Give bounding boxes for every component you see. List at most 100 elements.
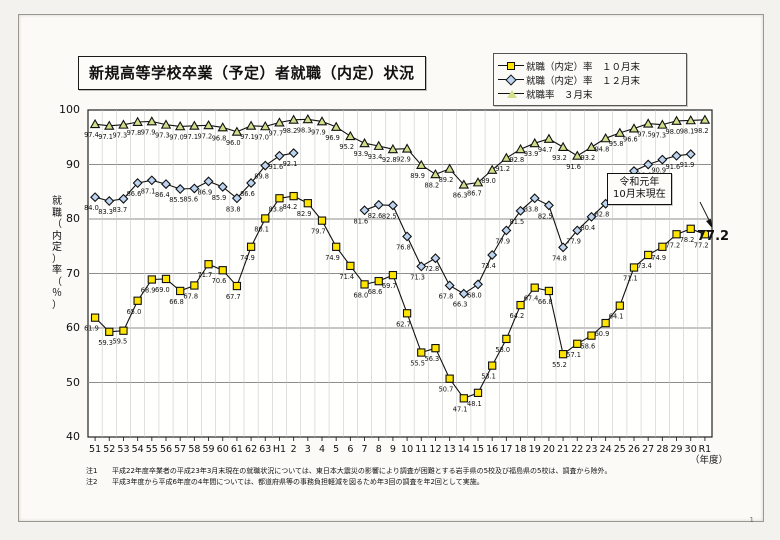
- svg-text:50.7: 50.7: [439, 386, 454, 394]
- x-axis-unit-label: （年度）: [690, 455, 729, 466]
- footnotes: 注1 平成22年度卒業者の平成23年3月末現在の就職状況については、東日本大震災…: [86, 466, 716, 487]
- svg-text:93.2: 93.2: [552, 154, 567, 162]
- svg-text:76.8: 76.8: [396, 243, 411, 251]
- svg-text:66.3: 66.3: [453, 301, 468, 309]
- svg-text:82.8: 82.8: [595, 211, 610, 219]
- svg-text:97.4: 97.4: [84, 131, 99, 139]
- svg-text:48.1: 48.1: [467, 400, 482, 408]
- svg-text:68.0: 68.0: [467, 291, 482, 299]
- page-number: 1: [749, 516, 754, 524]
- svg-text:86.3: 86.3: [453, 192, 468, 200]
- x-tick-13: 13: [443, 444, 456, 455]
- x-tick-3: 3: [304, 444, 311, 455]
- svg-text:85.6: 85.6: [183, 196, 198, 204]
- legend-item-october: 就職（内定）率 １０月末: [498, 59, 680, 73]
- svg-text:57.1: 57.1: [566, 351, 581, 359]
- x-tick-4: 4: [318, 444, 326, 455]
- svg-text:78.2: 78.2: [680, 236, 695, 244]
- svg-text:91.6: 91.6: [666, 163, 681, 171]
- svg-text:71.4: 71.4: [339, 273, 354, 281]
- x-tick-57: 57: [174, 444, 187, 455]
- x-tick-12: 12: [429, 444, 442, 455]
- svg-text:71.3: 71.3: [410, 273, 425, 281]
- footnote-2-text: 平成3年度から平成6年度の4年間については、都道府県等の事務負担軽減を図るため年…: [112, 477, 484, 486]
- y-tick-100: 100: [59, 103, 80, 116]
- footnote-1-text: 平成22年度卒業者の平成23年3月末現在の就職状況については、東日本大震災の影響…: [112, 467, 612, 475]
- svg-text:92.8: 92.8: [382, 156, 397, 164]
- svg-text:97.3: 97.3: [155, 132, 170, 140]
- x-tick-58: 58: [188, 444, 201, 455]
- annotation-callout: 令和元年 10月末現在: [607, 173, 672, 205]
- x-tick-21: 21: [557, 444, 570, 455]
- x-tick-25: 25: [613, 444, 626, 455]
- x-tick-24: 24: [599, 444, 612, 455]
- x-tick-14: 14: [457, 444, 470, 455]
- svg-text:93.9: 93.9: [524, 150, 539, 158]
- y-tick-70: 70: [66, 266, 80, 280]
- chart-legend: 就職（内定）率 １０月末 就職（内定）率 １２月末 就職率 ３月末: [493, 53, 687, 106]
- svg-text:68.0: 68.0: [354, 291, 369, 299]
- svg-text:93.2: 93.2: [581, 154, 596, 162]
- svg-text:81.5: 81.5: [510, 218, 525, 226]
- svg-text:96.8: 96.8: [212, 134, 227, 142]
- svg-text:91.6: 91.6: [269, 163, 284, 171]
- svg-text:83.3: 83.3: [98, 208, 113, 216]
- svg-text:60.9: 60.9: [595, 330, 610, 338]
- svg-text:95.8: 95.8: [609, 140, 624, 148]
- svg-text:81.6: 81.6: [354, 217, 369, 225]
- x-tick-18: 18: [514, 444, 527, 455]
- y-tick-40: 40: [66, 430, 80, 443]
- y-tick-90: 90: [66, 157, 80, 171]
- svg-text:98.3: 98.3: [297, 126, 312, 134]
- y-tick-50: 50: [66, 375, 80, 389]
- x-tick-62: 62: [245, 444, 258, 455]
- footnote-1-tag: 注1: [86, 467, 98, 475]
- svg-text:70.6: 70.6: [212, 277, 227, 285]
- square-marker-icon: [498, 60, 524, 71]
- svg-text:55.5: 55.5: [410, 360, 425, 368]
- svg-text:97.3: 97.3: [651, 132, 666, 140]
- annotation-value: 77.2: [697, 229, 730, 244]
- annotation-line1: 令和元年: [619, 177, 660, 188]
- legend-label-december: 就職（内定）率 １２月末: [526, 75, 641, 87]
- svg-text:97.5: 97.5: [637, 131, 652, 139]
- svg-text:68.6: 68.6: [368, 288, 383, 296]
- svg-text:91.6: 91.6: [566, 163, 581, 171]
- svg-text:77.9: 77.9: [566, 237, 581, 245]
- svg-text:77.2: 77.2: [694, 241, 709, 249]
- svg-text:89.2: 89.2: [439, 176, 454, 184]
- svg-text:74.9: 74.9: [325, 254, 340, 262]
- svg-text:89.8: 89.8: [254, 173, 269, 181]
- svg-text:86.6: 86.6: [127, 190, 142, 198]
- y-tick-60: 60: [66, 321, 80, 334]
- footnote-1: 注1 平成22年度卒業者の平成23年3月末現在の就職状況については、東日本大震災…: [86, 466, 716, 477]
- svg-text:71.1: 71.1: [623, 275, 638, 283]
- triangle-marker-icon: [498, 88, 524, 99]
- svg-text:83.8: 83.8: [524, 205, 539, 213]
- x-tick-63: 63: [259, 444, 272, 455]
- x-tick-61: 61: [230, 444, 243, 455]
- x-tick-15: 15: [471, 444, 485, 455]
- svg-text:96.0: 96.0: [226, 139, 241, 147]
- svg-text:87.1: 87.1: [141, 187, 156, 195]
- svg-text:86.7: 86.7: [467, 190, 482, 198]
- svg-text:84.2: 84.2: [283, 203, 298, 211]
- svg-text:97.2: 97.2: [198, 132, 213, 140]
- svg-text:65.0: 65.0: [127, 308, 142, 316]
- svg-text:64.1: 64.1: [609, 313, 624, 321]
- legend-label-october: 就職（内定）率 １０月末: [526, 61, 641, 73]
- x-tick-10: 10: [401, 444, 414, 455]
- svg-text:96.9: 96.9: [325, 134, 340, 142]
- x-tick-52: 52: [103, 444, 116, 455]
- diamond-marker-icon: [498, 73, 524, 86]
- legend-label-march: 就職率 ３月末: [526, 89, 593, 101]
- legend-item-march: 就職率 ３月末: [498, 87, 680, 101]
- svg-text:77.9: 77.9: [495, 237, 510, 245]
- svg-text:83.8: 83.8: [226, 205, 241, 213]
- x-tick-26: 26: [627, 444, 641, 455]
- svg-text:85.9: 85.9: [212, 194, 227, 202]
- svg-text:67.7: 67.7: [226, 293, 241, 301]
- svg-text:73.4: 73.4: [481, 262, 496, 270]
- x-tick-30: 30: [684, 444, 697, 455]
- x-tick-29: 29: [670, 444, 683, 455]
